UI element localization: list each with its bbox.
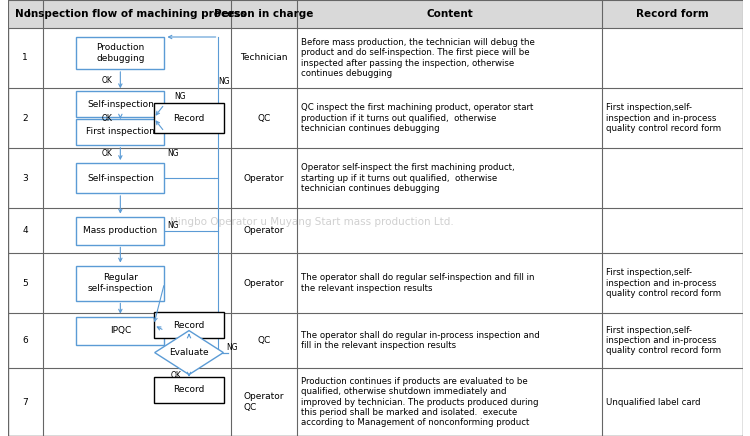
FancyBboxPatch shape [154,377,224,403]
Text: First inspection,self-
inspection and in-process
quality control record form: First inspection,self- inspection and in… [606,326,722,355]
FancyBboxPatch shape [76,217,164,245]
Text: 2: 2 [22,113,28,123]
Text: 3: 3 [22,174,28,183]
Text: Record form: Record form [636,9,709,19]
FancyBboxPatch shape [8,0,743,28]
Text: Operator: Operator [244,226,284,235]
Text: OK: OK [170,371,182,380]
Text: First inspection: First inspection [86,127,154,136]
Text: The operator shall do regular self-inspection and fill in
the relevant inspectio: The operator shall do regular self-inspe… [301,273,535,293]
Text: 6: 6 [22,336,28,345]
Text: Self-inspection: Self-inspection [87,174,154,183]
Text: The operator shall do regular in-process inspection and
fill in the relevant ins: The operator shall do regular in-process… [301,331,540,350]
Text: NG: NG [174,92,186,101]
Text: Before mass production, the technician will debug the
product and do self-inspec: Before mass production, the technician w… [301,38,535,78]
Text: Production continues if products are evaluated to be
qualified, otherwise shutdo: Production continues if products are eva… [301,377,538,427]
FancyBboxPatch shape [154,103,224,133]
Text: 5: 5 [22,279,28,287]
Text: Operator: Operator [244,174,284,183]
Text: 1: 1 [22,54,28,62]
Text: Mass production: Mass production [83,226,158,235]
FancyBboxPatch shape [76,119,164,145]
Text: IPQC: IPQC [110,326,131,335]
Text: Evaluate: Evaluate [170,348,208,357]
Text: NG: NG [226,343,238,352]
Text: Regular
self-inspection: Regular self-inspection [88,273,153,293]
Text: NG: NG [167,221,179,230]
Text: OK: OK [101,150,112,158]
FancyBboxPatch shape [76,37,164,69]
FancyBboxPatch shape [76,266,164,300]
Text: Technician: Technician [240,54,288,62]
Text: 7: 7 [22,398,28,406]
Text: 4: 4 [22,226,28,235]
Polygon shape [154,330,224,375]
Text: Operator: Operator [244,279,284,287]
FancyBboxPatch shape [154,312,224,338]
Text: OK: OK [101,75,112,85]
Text: Operator
QC: Operator QC [244,392,284,412]
Text: OK: OK [101,113,112,123]
Text: NG: NG [218,76,230,85]
Text: Unqualified label card: Unqualified label card [606,398,700,406]
Text: QC: QC [257,336,271,345]
Text: Operator self-inspect the first machining product,
starting up if it turns out q: Operator self-inspect the first machinin… [301,163,514,193]
Text: Record: Record [173,320,205,330]
Text: Ningbo Operator u Muyang Start mass production Ltd.: Ningbo Operator u Muyang Start mass prod… [170,217,454,227]
FancyBboxPatch shape [8,0,743,436]
Text: First inspection,self-
inspection and in-process
quality control record form: First inspection,self- inspection and in… [606,268,722,298]
FancyBboxPatch shape [76,317,164,344]
Text: Record: Record [173,113,205,123]
Text: Inspection flow of machining process: Inspection flow of machining process [27,9,247,19]
Text: Self-inspection: Self-inspection [87,100,154,109]
Text: No.: No. [15,9,35,19]
Text: QC: QC [257,113,271,123]
Text: Content: Content [426,9,473,19]
Text: First inspection,self-
inspection and in-process
quality control record form: First inspection,self- inspection and in… [606,103,722,133]
Text: NG: NG [167,150,179,158]
FancyBboxPatch shape [76,91,164,117]
Text: Production
debugging: Production debugging [96,43,145,63]
Text: QC inspect the first machining product, operator start
production if it turns ou: QC inspect the first machining product, … [301,103,533,133]
Text: Record: Record [173,385,205,394]
Text: Person in charge: Person in charge [214,9,314,19]
FancyBboxPatch shape [76,163,164,193]
